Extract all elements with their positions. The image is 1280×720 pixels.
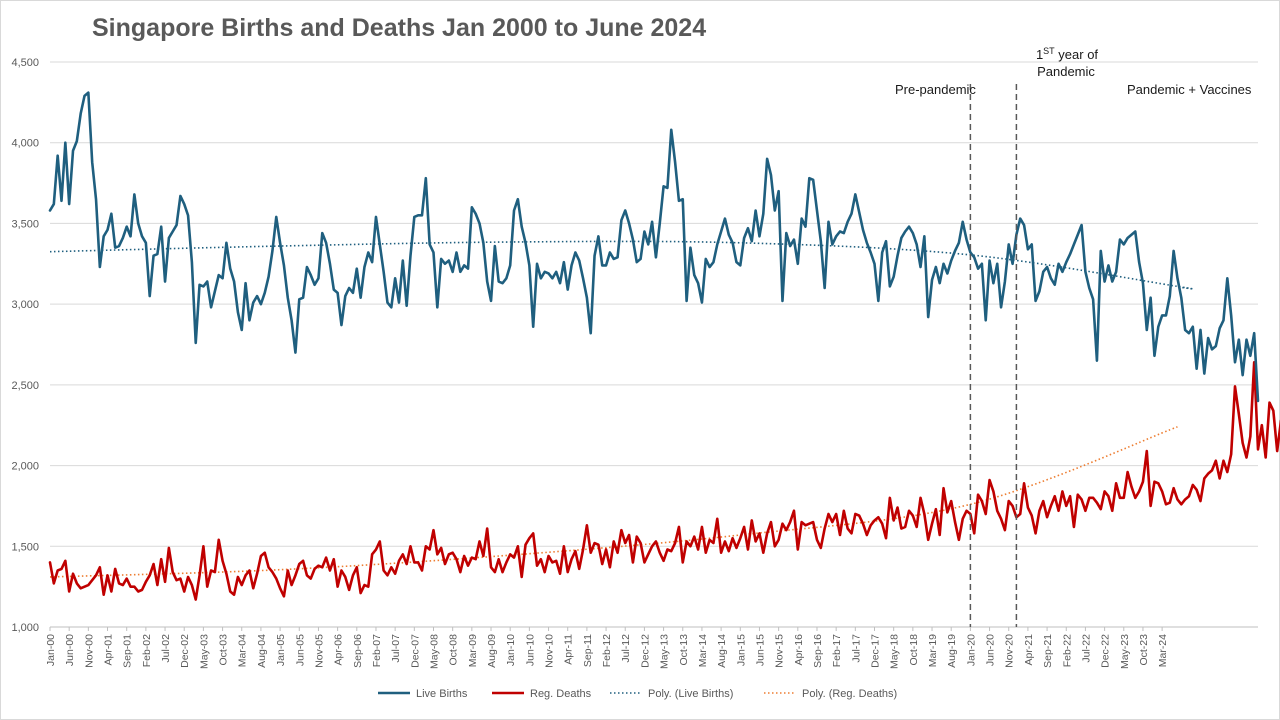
- x-tick-label-56: May-23: [1119, 634, 1131, 669]
- x-tick-label-2: Nov-00: [83, 634, 95, 668]
- x-tick-label-51: Apr-21: [1023, 634, 1035, 666]
- x-tick-label-17: Feb-07: [371, 634, 383, 667]
- x-tick-label-14: Nov-05: [313, 634, 325, 668]
- x-tick-label-49: Jun-20: [985, 634, 997, 666]
- x-tick-label-4: Sep-01: [122, 634, 134, 668]
- x-tick-label-40: Sep-16: [812, 634, 824, 668]
- annotation-first-year-sup: ST: [1043, 46, 1055, 56]
- x-tick-label-36: Jan-15: [735, 634, 747, 666]
- annotation-first-year: 1ST year of: [1036, 46, 1098, 62]
- legend-label-poly-live-births: Poly. (Live Births): [648, 688, 733, 700]
- y-tick-label-6: 4,000: [11, 138, 39, 150]
- x-tick-label-27: Apr-11: [563, 634, 575, 665]
- x-tick-label-26: Nov-10: [544, 634, 556, 668]
- x-tick-label-3: Apr-01: [103, 634, 115, 666]
- x-tick-label-10: Mar-04: [237, 634, 249, 667]
- x-tick-label-12: Jan-05: [275, 634, 287, 666]
- x-tick-label-8: May-03: [198, 634, 210, 669]
- y-tick-label-4: 3,000: [11, 299, 39, 311]
- x-tick-label-22: Mar-09: [467, 634, 479, 667]
- x-tick-label-38: Nov-15: [774, 634, 786, 668]
- y-axis: 1,000 1,500 2,000 2,500 3,000 3,500 4,000 4,500: [11, 57, 39, 634]
- x-tick-label-39: Apr-16: [793, 634, 805, 666]
- x-tick-label-52: Sep-21: [1042, 634, 1054, 668]
- x-tick-label-57: Oct-23: [1138, 634, 1150, 666]
- y-tick-label-2: 2,000: [11, 461, 39, 473]
- x-tick-label-11: Aug-04: [256, 634, 268, 668]
- y-tick-label-7: 4,500: [11, 57, 39, 69]
- y-tick-label-1: 1,500: [11, 541, 39, 553]
- x-tick-label-55: Dec-22: [1100, 634, 1112, 668]
- x-tick-label-37: Jun-15: [754, 634, 766, 666]
- x-tick-label-45: Oct-18: [908, 634, 920, 666]
- x-tick-label-33: Oct-13: [678, 634, 690, 666]
- chart-title: Singapore Births and Deaths Jan 2000 to …: [92, 14, 707, 42]
- x-tick-label-58: Mar-24: [1157, 634, 1169, 667]
- y-tick-label-3: 2,500: [11, 380, 39, 392]
- annotations: Pre-pandemic 1ST year of Pandemic Pandem…: [895, 46, 1252, 97]
- x-tick-label-43: Dec-17: [870, 634, 882, 668]
- x-tick-label-9: Oct-03: [218, 634, 230, 666]
- y-tick-label-5: 3,500: [11, 218, 39, 230]
- x-tick-label-21: Oct-08: [448, 634, 460, 666]
- x-tick-label-35: Aug-14: [716, 634, 728, 668]
- x-tick-label-25: Jun-10: [524, 634, 536, 666]
- x-tick-label-47: Aug-19: [946, 634, 958, 668]
- legend-label-live-births: Live Births: [416, 688, 468, 700]
- gridlines: [50, 61, 1258, 628]
- x-tick-label-6: Jul-02: [160, 634, 172, 663]
- series-trend-2: [49, 240, 1195, 290]
- annotation-pre-pandemic: Pre-pandemic: [895, 82, 976, 97]
- x-tick-label-19: Dec-07: [409, 634, 421, 668]
- x-tick-label-18: Jul-07: [390, 634, 402, 663]
- annotation-pandemic-vaccines: Pandemic + Vaccines: [1127, 82, 1252, 97]
- x-tick-label-31: Dec-12: [639, 634, 651, 668]
- plot-area: [48, 84, 1280, 627]
- annotation-first-year-1: 1: [1036, 47, 1043, 62]
- x-tick-label-30: Jul-12: [620, 634, 632, 663]
- legend: Live Births Reg. Deaths Poly. (Live Birt…: [378, 688, 897, 700]
- x-tick-label-54: Jul-22: [1080, 634, 1092, 663]
- x-tick-label-42: Jul-17: [850, 634, 862, 663]
- x-tick-label-20: May-08: [428, 634, 440, 669]
- x-tick-label-44: May-18: [889, 634, 901, 669]
- legend-label-poly-reg-deaths: Poly. (Reg. Deaths): [802, 688, 897, 700]
- x-tick-label-32: May-13: [659, 634, 671, 669]
- x-tick-label-7: Dec-02: [179, 634, 191, 668]
- legend-label-reg-deaths: Reg. Deaths: [530, 688, 592, 700]
- x-tick-label-13: Jun-05: [294, 634, 306, 666]
- series-reg-deaths-line: [48, 360, 1280, 601]
- x-tick-label-24: Jan-10: [505, 634, 517, 666]
- x-tick-label-1: Jun-00: [64, 634, 76, 666]
- x-tick-label-15: Apr-06: [333, 634, 345, 666]
- x-tick-label-5: Feb-02: [141, 634, 153, 667]
- x-tick-label-46: Mar-19: [927, 634, 939, 667]
- x-tick-label-53: Feb-22: [1061, 634, 1073, 667]
- y-tick-label-0: 1,000: [11, 622, 39, 634]
- x-tick-label-34: Mar-14: [697, 634, 709, 667]
- x-axis: Jan-00 Jun-00 Nov-00 Apr-01 Sep-01 Feb-02 Jul-…: [45, 627, 1169, 669]
- x-tick-label-41: Feb-17: [831, 634, 843, 667]
- annotation-first-year-rest: year of: [1055, 47, 1099, 62]
- x-tick-label-0: Jan-00: [45, 634, 57, 666]
- x-tick-label-28: Sep-11: [582, 634, 594, 667]
- x-tick-label-16: Sep-06: [352, 634, 364, 668]
- annotation-first-year-line2: Pandemic: [1037, 64, 1095, 79]
- series-live-births-line: [48, 91, 1260, 403]
- x-tick-label-29: Feb-12: [601, 634, 613, 667]
- x-tick-label-48: Jan-20: [965, 634, 977, 666]
- x-tick-label-23: Aug-09: [486, 634, 498, 668]
- x-tick-label-50: Nov-20: [1004, 634, 1016, 668]
